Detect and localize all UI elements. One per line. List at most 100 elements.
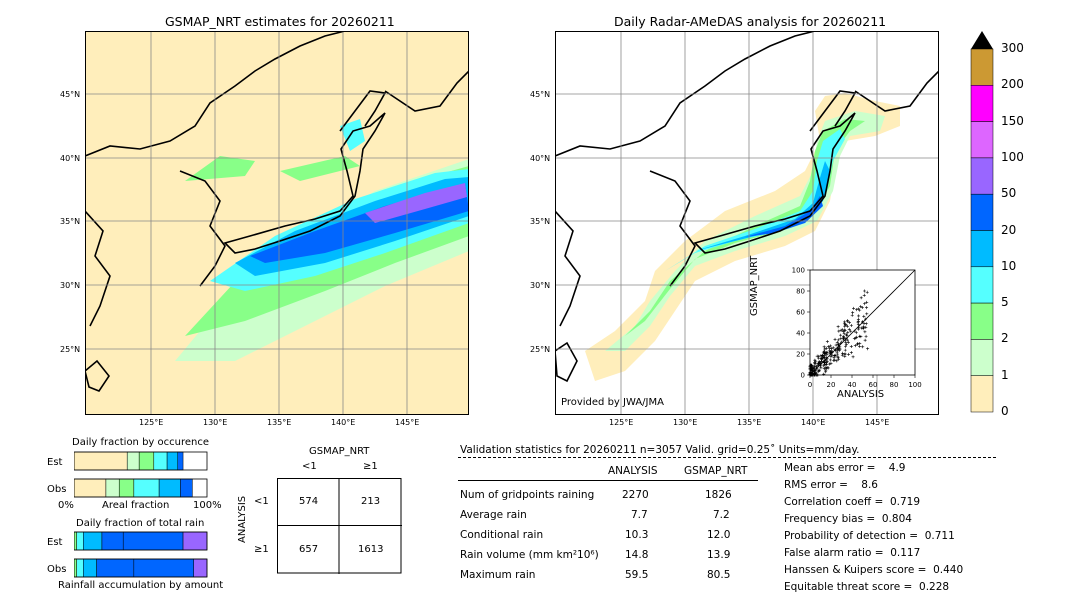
total-rain-footer: Rainfall accumulation by amount — [58, 580, 224, 591]
scatter-point — [809, 365, 813, 369]
scatter-point — [837, 343, 841, 347]
scatter-point — [865, 312, 869, 316]
stat-row-analysis: 14.8 — [625, 549, 649, 561]
scatter-point — [814, 373, 818, 377]
scatter-point — [864, 334, 868, 338]
scatter-point — [813, 362, 817, 366]
scatter-point — [825, 366, 829, 370]
scatter-point — [858, 344, 862, 348]
scatter-point — [856, 322, 860, 326]
scatter-point — [859, 305, 863, 309]
scatter-point — [853, 329, 857, 333]
scatter-point — [827, 345, 831, 349]
score-hk: Hanssen & Kuipers score = 0.440 — [784, 564, 964, 576]
stat-row-analysis: 2270 — [622, 489, 649, 501]
scatter-point — [827, 362, 831, 366]
scatter-point — [812, 366, 816, 370]
occurrence-chart — [74, 451, 208, 498]
scatter-point — [823, 352, 827, 356]
scatter-point — [815, 354, 819, 358]
scatter-point — [843, 320, 847, 324]
colorbar-cell — [970, 48, 994, 86]
scatter-point — [834, 343, 838, 347]
score-frequency-bias: Frequency bias = 0.804 — [784, 513, 912, 525]
colorbar-cell — [970, 230, 994, 268]
right-lon-label-135: 135°E — [737, 418, 762, 427]
scatter-point — [833, 354, 837, 358]
scatter-point — [822, 350, 826, 354]
scatter-point — [828, 358, 832, 362]
right-lon-label-145: 145°E — [865, 418, 890, 427]
scatter-point — [859, 326, 863, 330]
scatter-point — [820, 356, 824, 360]
scatter-point — [832, 358, 836, 362]
scatter-point — [863, 330, 867, 334]
rain-band-purple — [365, 183, 467, 223]
scatter-point — [833, 337, 837, 341]
scatter-point — [859, 335, 863, 339]
scatter-point — [829, 361, 833, 365]
stacked-segment — [76, 531, 84, 551]
scatter-point — [859, 296, 863, 300]
colorbar-cell — [970, 121, 994, 159]
scatter-point — [836, 325, 840, 329]
scatter-point — [844, 323, 848, 327]
validation-col-rule — [458, 480, 758, 481]
occurrence-axis-left: 0% — [58, 500, 74, 511]
colorbar — [970, 31, 994, 413]
scatter-point — [822, 345, 826, 349]
occurrence-obs-bar — [74, 478, 208, 498]
contingency-row-ge: ≥1 — [254, 544, 269, 555]
stat-row-gsmap: 12.0 — [707, 529, 731, 541]
contingency-col-title: GSMAP_NRT — [309, 446, 370, 457]
coastline-asia — [85, 31, 346, 157]
scatter-point — [838, 342, 842, 346]
inset-x-tick-label: 20 — [827, 381, 836, 389]
scatter-point — [825, 360, 829, 364]
stacked-segment — [133, 478, 160, 498]
stat-row-label: Conditional rain — [460, 529, 544, 541]
stat-row-analysis: 59.5 — [625, 569, 649, 581]
stat-row-label: Average rain — [460, 509, 527, 521]
total-rain-est-label: Est — [47, 537, 63, 548]
colorbar-tick-label: 5 — [1001, 295, 1009, 310]
stacked-segment — [118, 478, 135, 498]
scatter-point — [819, 359, 823, 363]
scatter-point — [844, 343, 848, 347]
colorbar-cell — [970, 157, 994, 195]
stacked-segment — [76, 558, 84, 578]
colorbar-tick-label: 200 — [1001, 77, 1024, 92]
scatter-point — [823, 347, 827, 351]
scatter-point — [857, 334, 861, 338]
stacked-segment — [126, 451, 140, 471]
scatter-point — [842, 332, 846, 336]
scatter-point — [827, 349, 831, 353]
right-lon-label-130: 130°E — [673, 418, 698, 427]
stacked-segment — [180, 478, 193, 498]
scatter-point — [849, 351, 853, 355]
scatter-point — [825, 346, 829, 350]
colorbar-tick-label: 150 — [1001, 113, 1024, 128]
left-lon-label-145: 145°E — [395, 418, 420, 427]
scatter-point — [823, 358, 827, 362]
scatter-point — [849, 329, 853, 333]
scatter-point — [839, 337, 843, 341]
stacked-segment — [83, 531, 103, 551]
scatter-point — [857, 314, 861, 318]
occurrence-est-label: Est — [47, 457, 63, 468]
inset-x-tick-label: 40 — [848, 381, 857, 389]
scatter-point — [854, 331, 858, 335]
right-lat-label-30: 30°N — [530, 281, 551, 290]
total-rain-obs-bar — [74, 558, 208, 578]
stat-row-gsmap: 1826 — [705, 489, 732, 501]
occurrence-axis-mid: Areal fraction — [102, 500, 170, 511]
colorbar-cell — [970, 266, 994, 304]
contingency-cell-hit: 1613 — [358, 544, 384, 555]
stat-row-gsmap: 80.5 — [707, 569, 731, 581]
scatter-point — [849, 345, 853, 349]
colorbar-cell — [970, 339, 994, 376]
inset-y-tick-label: 60 — [796, 309, 805, 317]
scatter-point — [829, 355, 833, 359]
score-correlation: Correlation coeff = 0.719 — [784, 496, 920, 508]
left-lat-label-25: 25°N — [60, 345, 81, 354]
